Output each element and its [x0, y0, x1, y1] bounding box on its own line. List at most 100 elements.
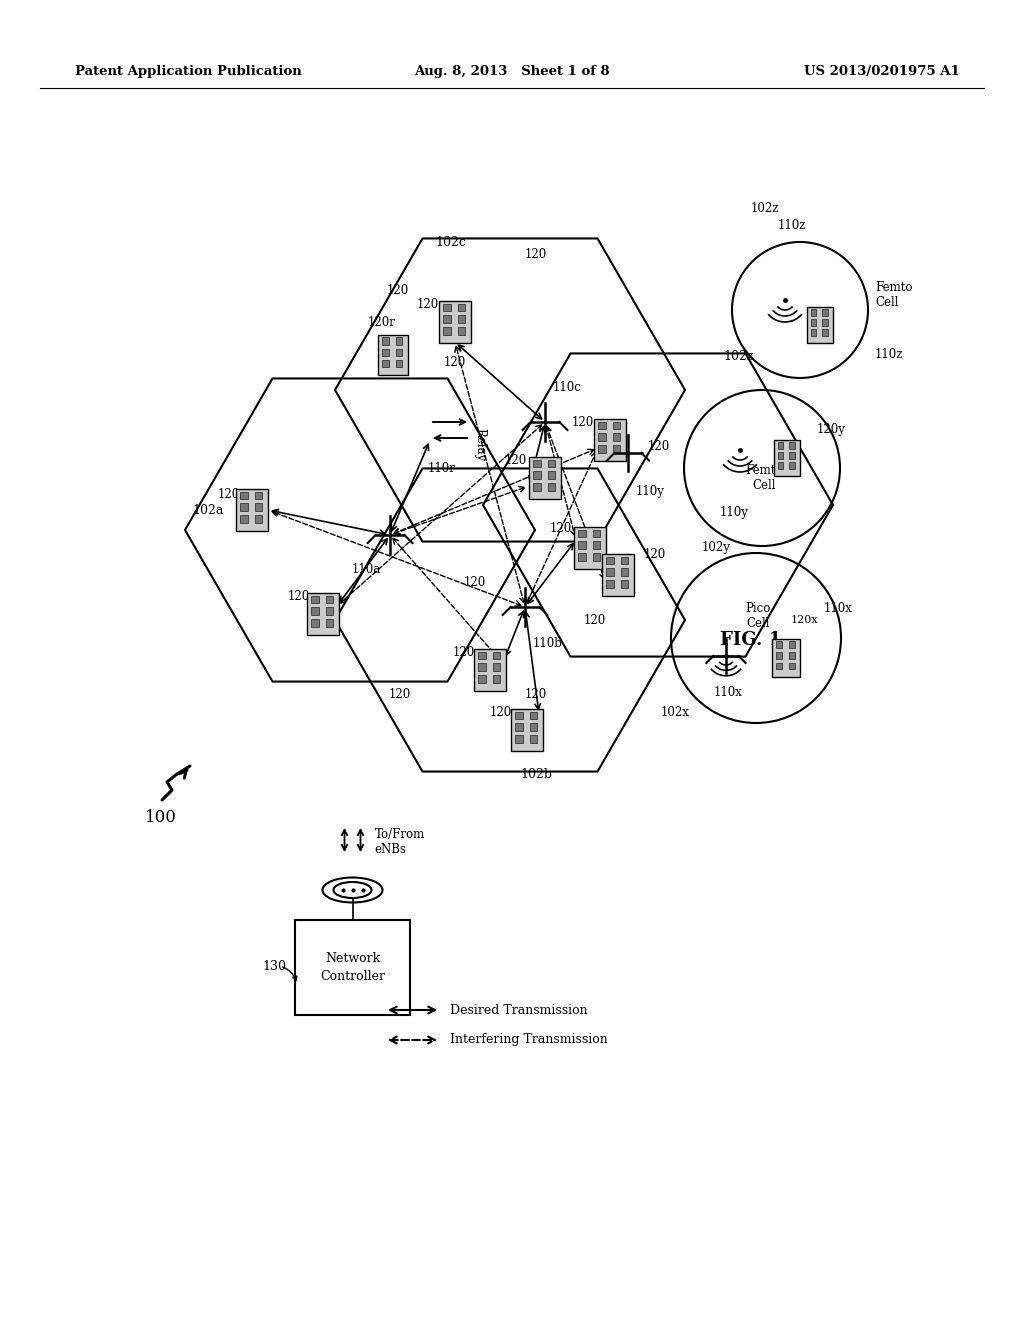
Bar	[307, 593, 339, 635]
Text: 120: 120	[550, 521, 572, 535]
Bar	[774, 440, 800, 477]
Text: 120: 120	[417, 298, 439, 312]
Text: 110a: 110a	[352, 564, 381, 576]
Bar	[529, 723, 537, 731]
Bar	[621, 579, 628, 587]
Bar	[443, 327, 451, 334]
Text: 100: 100	[145, 809, 177, 826]
Bar	[255, 503, 262, 511]
Text: 110x: 110x	[714, 686, 742, 700]
Text: 110y: 110y	[636, 484, 665, 498]
Text: 120: 120	[648, 441, 670, 454]
Bar	[606, 557, 613, 564]
Text: Patent Application Publication: Patent Application Publication	[75, 66, 302, 78]
Bar	[493, 652, 500, 659]
Text: 120: 120	[389, 689, 411, 701]
Text: Desired Transmission: Desired Transmission	[450, 1003, 588, 1016]
Text: 102c: 102c	[435, 235, 466, 248]
Text: 102a: 102a	[193, 503, 223, 516]
Bar	[593, 541, 600, 549]
Bar	[382, 360, 389, 367]
Bar	[326, 607, 333, 615]
Bar	[807, 308, 833, 343]
Bar	[822, 319, 828, 326]
Bar	[443, 315, 451, 323]
Bar	[776, 642, 782, 648]
Text: 120: 120	[578, 550, 600, 564]
Bar	[822, 329, 828, 335]
Text: 110x: 110x	[824, 602, 853, 615]
Bar	[255, 515, 262, 523]
Text: Femto
Cell: Femto Cell	[874, 281, 912, 309]
Bar	[811, 319, 816, 326]
Bar	[511, 709, 543, 751]
Bar	[493, 663, 500, 671]
Text: FIG. 1: FIG. 1	[720, 631, 781, 649]
Text: 130: 130	[262, 960, 286, 973]
Text: 102y: 102y	[702, 541, 731, 554]
Bar	[478, 675, 485, 682]
Bar	[606, 569, 613, 576]
Text: US 2013/0201975 A1: US 2013/0201975 A1	[804, 66, 961, 78]
Bar	[788, 663, 795, 669]
Bar	[811, 309, 816, 315]
Bar	[788, 652, 795, 659]
Text: 110r: 110r	[428, 462, 456, 475]
Bar	[493, 675, 500, 682]
Bar	[574, 527, 606, 569]
Bar	[621, 569, 628, 576]
Text: 120: 120	[644, 549, 667, 561]
Bar	[326, 595, 333, 603]
Text: Interfering Transmission: Interfering Transmission	[450, 1034, 608, 1047]
Bar	[790, 442, 795, 449]
Bar	[776, 663, 782, 669]
Bar	[777, 462, 783, 469]
Bar	[395, 338, 402, 345]
Text: 120: 120	[288, 590, 310, 603]
Text: 120x: 120x	[791, 615, 818, 624]
Bar	[515, 711, 522, 719]
Bar	[613, 445, 620, 453]
Bar	[295, 920, 410, 1015]
Bar	[790, 453, 795, 459]
Bar	[458, 315, 465, 323]
Bar	[326, 619, 333, 627]
Bar	[478, 652, 485, 659]
Bar	[579, 529, 586, 537]
Bar	[593, 553, 600, 561]
Text: 120: 120	[572, 416, 594, 429]
Text: 102b: 102b	[520, 768, 552, 781]
Bar	[458, 304, 465, 312]
Bar	[311, 607, 318, 615]
Bar	[478, 663, 485, 671]
Bar	[822, 309, 828, 315]
Bar	[474, 649, 506, 690]
Bar	[811, 329, 816, 335]
Bar	[598, 421, 605, 429]
Text: To/From
eNBs: To/From eNBs	[375, 828, 425, 855]
Bar	[606, 579, 613, 587]
Text: 120: 120	[584, 614, 606, 627]
Text: 120: 120	[443, 356, 466, 370]
Bar	[598, 433, 605, 441]
Text: 120y: 120y	[817, 424, 846, 437]
Bar	[777, 442, 783, 449]
Bar	[598, 445, 605, 453]
Bar	[593, 529, 600, 537]
Text: 102z: 102z	[751, 202, 779, 215]
Bar	[772, 639, 800, 677]
Text: 120: 120	[387, 284, 410, 297]
Bar	[788, 642, 795, 648]
Text: Network
Controller: Network Controller	[319, 952, 385, 983]
Bar	[548, 483, 555, 491]
Text: 120: 120	[525, 248, 547, 260]
Text: Pico
Cell: Pico Cell	[745, 602, 771, 630]
Bar	[311, 595, 318, 603]
Text: 110y: 110y	[720, 506, 749, 519]
Bar	[613, 433, 620, 441]
Bar	[548, 459, 555, 467]
Text: 120: 120	[490, 705, 512, 718]
Text: 110z: 110z	[778, 219, 806, 232]
Text: 120: 120	[464, 577, 486, 590]
Bar	[395, 360, 402, 367]
